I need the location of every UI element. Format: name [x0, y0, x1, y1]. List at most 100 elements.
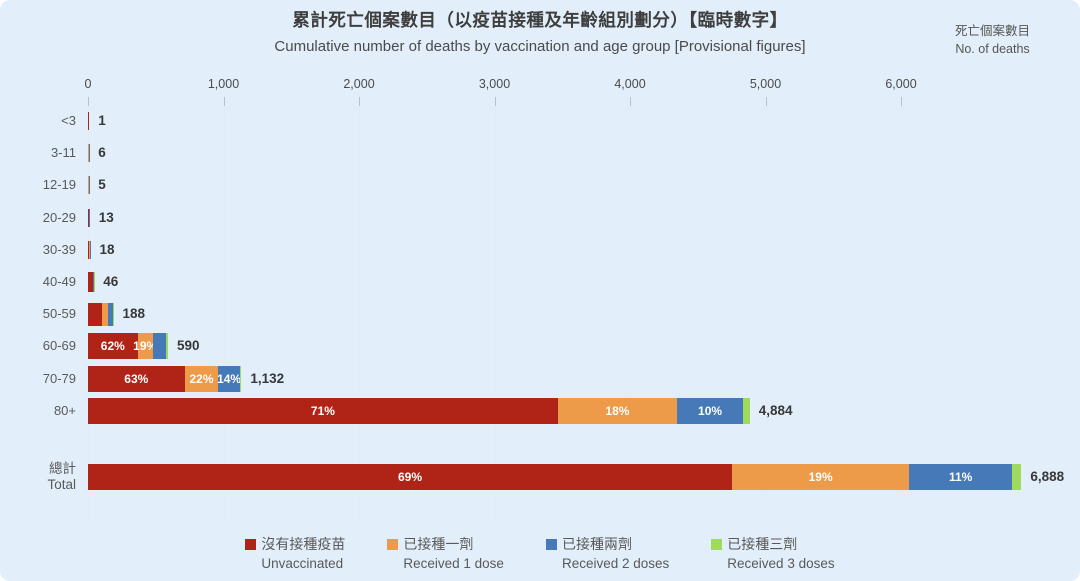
bar-value-label: 46 — [103, 274, 119, 289]
value-axis-note-en: No. of deaths — [955, 42, 1030, 56]
tick-mark-3000 — [494, 97, 496, 106]
legend-swatch-dose2 — [545, 539, 557, 550]
bar-40-49 — [88, 272, 95, 292]
segment-percent-label: 69% — [397, 470, 422, 484]
bar-segment-unvaccinated — [88, 272, 93, 292]
bar-segment-dose1 — [89, 240, 91, 259]
axis-tick-label: 4,000 — [614, 77, 646, 91]
bar-segment-dose1: 19% — [731, 464, 910, 490]
bar-segment-dose3 — [743, 397, 750, 424]
segment-percent-label: 22% — [189, 371, 214, 386]
bar-segment-dose1 — [88, 144, 89, 163]
bar-segment-unvaccinated: 63% — [88, 365, 185, 392]
bar-value-label: 13 — [98, 209, 114, 225]
axis-tick-label: 5,000 — [749, 77, 782, 91]
row-label-12-19: 12-19 — [42, 177, 76, 193]
legend-swatch-dose3 — [711, 539, 723, 550]
bar-segment-dose1: 19% — [133, 333, 157, 360]
bar-segment-unvaccinated: 69% — [88, 464, 732, 490]
segment-percent-label: 62% — [100, 339, 125, 354]
gridline-1000 — [223, 101, 225, 524]
bar-segment-dose2 — [88, 176, 90, 195]
row-label-20-29: 20-29 — [42, 209, 76, 225]
segment-percent-label: 11% — [948, 470, 973, 484]
row-label-60-69: 60-69 — [42, 338, 76, 354]
bar-value-label: 6,888 — [1030, 469, 1065, 484]
axis-tick-label: 0 — [84, 77, 92, 91]
row-label-70-79: 70-79 — [42, 370, 76, 386]
gridline-4000 — [630, 101, 631, 524]
legend-label-en: Received 2 doses — [561, 556, 670, 571]
legend-item-dose1: 已接種一劑 Received 1 dose — [387, 535, 504, 573]
tick-mark-2000 — [359, 97, 360, 106]
legend-label-zh: 已接種三劑 — [727, 536, 798, 552]
legend-label-unvaccinated: 沒有接種疫苗 Unvaccinated — [261, 535, 345, 573]
legend-label-dose2: 已接種兩劑 Received 2 doses — [562, 535, 669, 573]
segment-percent-label: 71% — [310, 403, 335, 418]
legend-label-dose3: 已接種三劑 Received 3 doses — [727, 535, 834, 573]
bar-50-59 — [88, 302, 114, 326]
chart-title-zh: 累計死亡個案數目（以疫苗接種及年齡組別劃分）【臨時數字】 — [292, 10, 788, 30]
legend-label-zh: 沒有接種疫苗 — [261, 536, 346, 552]
bar-segment-unvaccinated — [88, 208, 89, 227]
legend-label-zh: 已接種兩劑 — [561, 536, 632, 552]
legend-swatch-unvaccinated — [245, 539, 257, 550]
bar-segment-dose3 — [239, 365, 242, 392]
bar-70-79: 63% 22% 14% — [88, 365, 242, 392]
legend-label-en: Received 3 doses — [727, 556, 835, 571]
bar-12-19 — [88, 176, 90, 195]
gridline-5000 — [765, 101, 767, 524]
bar-<3 — [88, 112, 90, 130]
segment-percent-label: 19% — [808, 470, 833, 484]
bar-segment-dose3 — [166, 333, 168, 360]
row-label-<3: <3 — [61, 113, 76, 128]
bar-value-label: 1,132 — [250, 370, 285, 386]
bar-segment-dose2 — [152, 333, 167, 360]
bar-value-label: 18 — [99, 241, 115, 257]
segment-percent-label: 14% — [217, 371, 242, 386]
value-axis-note-zh: 死亡個案數目 — [954, 24, 1030, 38]
bar-segment-dose3 — [1011, 464, 1022, 490]
axis-tick-label: 1,000 — [207, 77, 240, 91]
bar-segment-unvaccinated: 71% — [88, 397, 558, 424]
bar-value-label: 4,884 — [758, 402, 793, 418]
row-label-50-59: 50-59 — [42, 306, 76, 322]
gridline-6000 — [901, 101, 902, 524]
tick-mark-4000 — [630, 97, 631, 106]
bar-value-label: 6 — [98, 145, 106, 161]
bar-value-label: 188 — [122, 306, 145, 322]
bar-segment-dose2: 10% — [676, 397, 744, 424]
row-label-3-11: 3-11 — [50, 145, 76, 161]
legend: 沒有接種疫苗 Unvaccinated 已接種一劑 Received 1 dose 已接… — [0, 535, 1080, 573]
segment-percent-label: 63% — [124, 371, 149, 386]
total-label-en: Total — [47, 477, 76, 492]
bar-value-label: 5 — [98, 177, 106, 193]
bar-80+: 71% 18% 10% — [88, 397, 750, 424]
bar-segment-dose2 — [89, 208, 90, 227]
bar-value-label: 590 — [176, 338, 200, 354]
tick-mark-1000 — [223, 97, 225, 106]
row-label-30-39: 30-39 — [42, 241, 76, 257]
total-label-zh: 總計 — [49, 461, 76, 476]
segment-percent-label: 19% — [133, 339, 158, 354]
bar-segment-dose2: 11% — [909, 464, 1012, 490]
axis-tick-label: 3,000 — [478, 77, 511, 91]
bar-value-label: 1 — [98, 113, 106, 128]
bar-segment-dose1: 22% — [184, 365, 219, 392]
tick-mark-0 — [88, 97, 89, 106]
value-axis-note: 死亡個案數目 No. of deaths — [955, 22, 1030, 58]
legend-swatch-dose1 — [387, 539, 399, 550]
gridline-2000 — [359, 101, 360, 524]
bar-total: 69% 19% 11% — [88, 464, 1022, 490]
segment-percent-label: 10% — [698, 403, 723, 418]
axis-tick-label: 2,000 — [343, 77, 375, 91]
bar-segment-unvaccinated — [88, 302, 103, 326]
legend-label-en: Received 1 dose — [403, 556, 504, 571]
bar-3-11 — [88, 144, 90, 163]
bar-segment-dose1: 18% — [557, 397, 677, 424]
chart-header: 累計死亡個案數目（以疫苗接種及年齡組別劃分）【臨時數字】 Cumulative … — [0, 7, 1080, 55]
gridline-3000 — [494, 101, 496, 524]
row-label-40-49: 40-49 — [42, 274, 76, 289]
bar-segment-unvaccinated — [88, 112, 90, 130]
